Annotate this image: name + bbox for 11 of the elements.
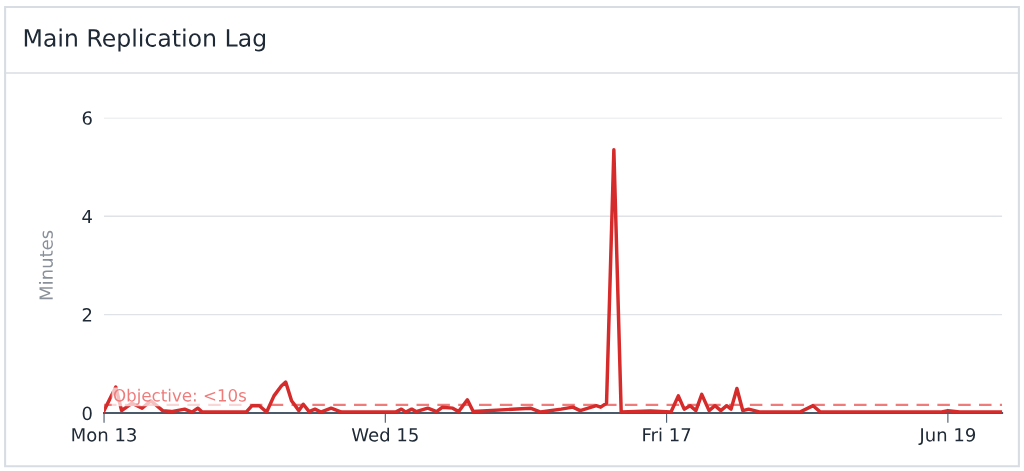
x-tick-label: Jun 19 bbox=[918, 427, 976, 445]
x-tick-label: Wed 15 bbox=[351, 427, 418, 442]
y-tick-label: 4 bbox=[82, 209, 92, 224]
ref-line-label: Objective: <10s bbox=[113, 388, 246, 405]
x-tick-label: Fri 17 bbox=[643, 427, 691, 442]
y-tick-label: 0 bbox=[82, 406, 92, 421]
y-tick-label: 2 bbox=[82, 308, 92, 322]
y-axis-title: Minutes bbox=[38, 230, 53, 300]
chart-title: Main Replication Lag bbox=[24, 28, 266, 52]
x-tick-label: Mon 13 bbox=[72, 427, 136, 442]
y-tick-label: 6 bbox=[82, 111, 92, 125]
